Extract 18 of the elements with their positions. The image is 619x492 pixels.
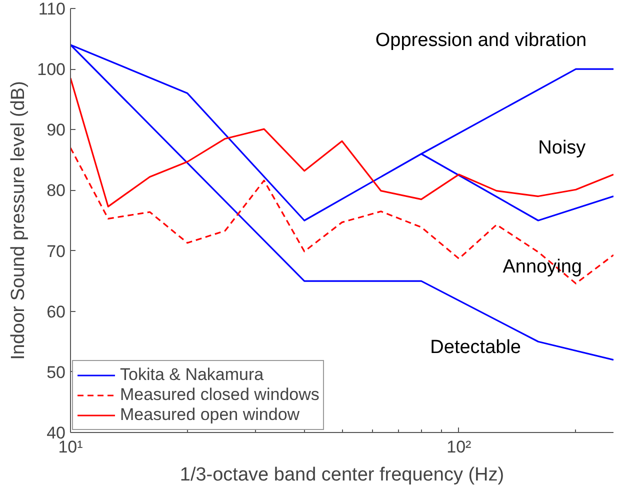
y-tick-label: 90: [46, 120, 66, 140]
legend-label: Tokita & Nakamura: [120, 365, 264, 385]
y-tick-label: 70: [46, 242, 66, 261]
y-tick-label: 80: [46, 181, 66, 200]
legend-label: Measured open window: [120, 405, 300, 425]
annotation: Annoying: [502, 256, 582, 278]
y-tick-label: 60: [46, 302, 66, 322]
annotation: Oppression and vibration: [375, 30, 587, 52]
x-axis-title: 1/3-octave band center frequency (Hz): [180, 464, 504, 486]
y-tick-label: 100: [37, 60, 66, 80]
legend-label: Measured closed windows: [120, 385, 320, 405]
y-tick-label: 110: [38, 0, 66, 18]
y-tick-label: 50: [46, 362, 66, 382]
annotation: Detectable: [430, 337, 522, 358]
x-tick-label: 10²: [446, 438, 472, 456]
y-axis-title: Indoor Sound pressure level (dB): [8, 81, 30, 360]
annotation: Noisy: [538, 137, 586, 158]
x-tick-label: 10¹: [58, 438, 84, 456]
